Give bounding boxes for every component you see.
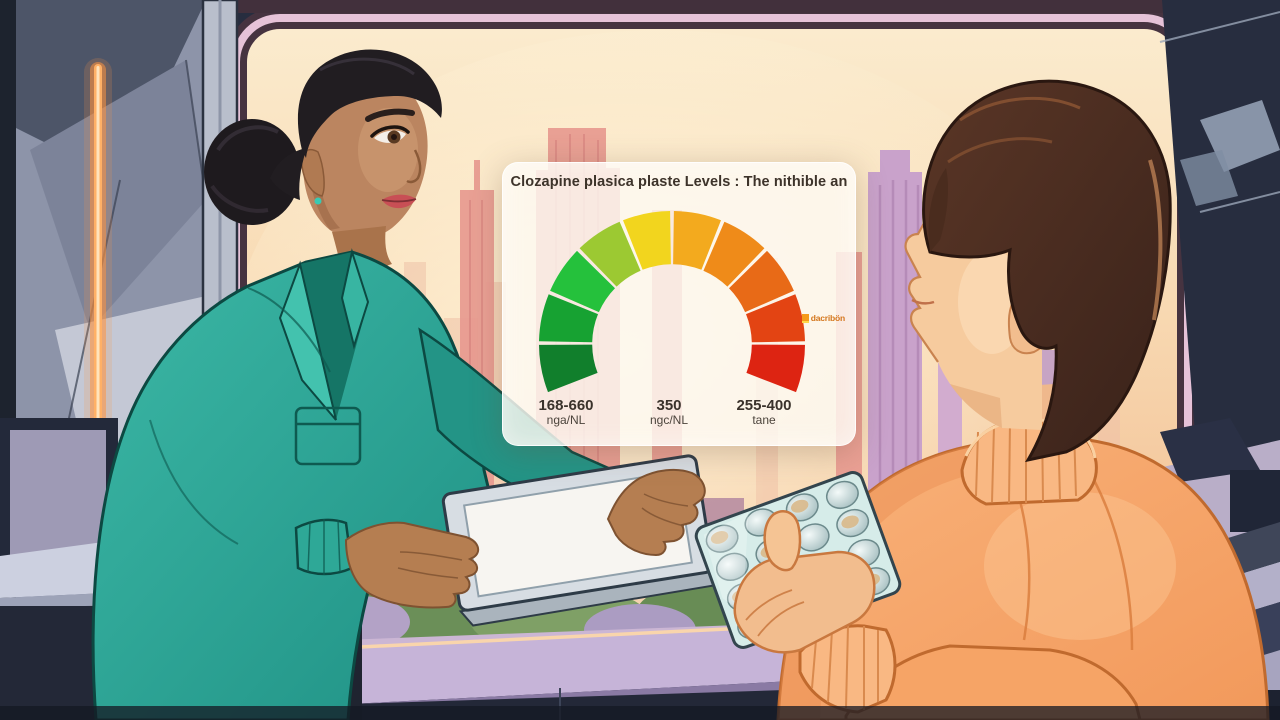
thumb: [763, 510, 802, 572]
gauge-segment-9: [746, 344, 805, 393]
patient-hand: [733, 510, 876, 654]
gauge-segment-4: [623, 211, 671, 270]
patient-hair: [922, 79, 1172, 463]
patient-mouth: [911, 298, 935, 305]
neon-light-strip: [84, 58, 112, 610]
annotation-marker-icon: [801, 313, 809, 323]
patient-figure: [776, 79, 1270, 720]
clinician-hands: [344, 468, 706, 609]
chest-pocket: [294, 406, 362, 466]
annotation-text: dacribön: [810, 313, 845, 323]
gauge-segment-0: [539, 344, 598, 393]
gauge-chart: [539, 211, 805, 393]
gauge-segment-7: [729, 250, 794, 313]
gauge-labels: 168-660 nga/NL 350 ngc/NL 255-400 tane: [503, 397, 855, 437]
gauge-label-mid: 350 ngc/NL: [649, 397, 689, 428]
gauge-segment-3: [579, 221, 641, 287]
gauge-title: Clozapine plasica plaste Levels : The ni…: [510, 174, 848, 190]
floor-shadow: [0, 706, 1280, 720]
nose: [406, 149, 422, 184]
gauge-panel: Clozapine plasica plaste Levels : The ni…: [502, 162, 856, 446]
teal-coat: [91, 248, 498, 720]
gauge-label-high: 255-400 tane: [736, 397, 792, 428]
gauge-segment-8: [746, 294, 805, 343]
eyebrow: [365, 108, 415, 122]
gauge-label-low: 168-660 nga/NL: [538, 397, 594, 428]
gauge-segment-1: [539, 294, 598, 343]
gauge-segment-2: [550, 250, 615, 313]
lips: [381, 194, 417, 209]
gauge-segment-6: [703, 221, 765, 287]
earring: [314, 197, 322, 205]
gauge-annotation: dacribön: [801, 313, 845, 323]
hair: [270, 49, 442, 200]
hair-bun: [204, 119, 300, 225]
right-wall: [1159, 0, 1280, 480]
gauge-segment-5: [673, 211, 721, 270]
eye: [370, 125, 410, 144]
